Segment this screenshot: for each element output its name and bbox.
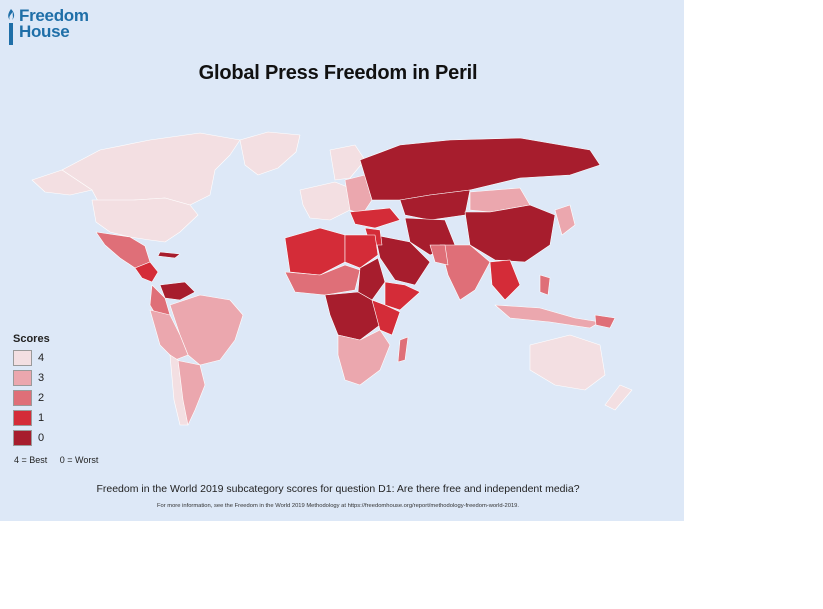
map-footnote: For more information, see the Freedom in…	[156, 503, 520, 509]
region-kazakhstan	[399, 189, 471, 221]
logo-line2: House	[19, 22, 70, 41]
region-peru-bolivia	[149, 309, 189, 361]
region-sudan	[357, 257, 386, 301]
legend-item: 1	[13, 408, 50, 428]
region-southern-africa	[337, 329, 391, 386]
legend-swatch	[13, 350, 32, 366]
freedom-house-logo[interactable]: Freedom House	[6, 6, 89, 45]
region-central-america	[134, 261, 159, 283]
legend-title: Scores	[13, 333, 50, 345]
legend-label: 3	[38, 372, 45, 384]
legend-swatch	[13, 430, 32, 446]
region-russia	[359, 137, 601, 201]
legend-swatch	[13, 390, 32, 406]
region-southeast-asia	[489, 259, 521, 301]
legend-note: 4 = Best 0 = Worst	[14, 455, 108, 465]
region-india	[439, 244, 491, 301]
region-cuba	[157, 251, 181, 259]
legend-label: 4	[38, 352, 45, 364]
legend-item: 0	[13, 428, 50, 448]
map-caption: Freedom in the World 2019 subcategory sc…	[96, 483, 580, 495]
legend-note-worst: 0 = Worst	[59, 455, 99, 465]
region-western-europe	[299, 181, 356, 221]
legend-item: 2	[13, 388, 50, 408]
world-map	[31, 131, 633, 426]
region-philippines	[539, 274, 551, 296]
region-central-africa	[324, 291, 381, 341]
map-title: Global Press Freedom in Peril	[198, 62, 478, 84]
legend-label: 1	[38, 412, 45, 424]
region-indonesia	[494, 304, 601, 329]
region-china	[464, 204, 556, 263]
legend-swatch	[13, 370, 32, 386]
region-korea-japan	[554, 204, 576, 236]
region-alaska	[31, 169, 93, 196]
region-sahel	[284, 264, 361, 296]
legend-label: 2	[38, 392, 45, 404]
region-eastern-europe	[344, 174, 373, 216]
legend-swatch	[13, 410, 32, 426]
legend-note-best: 4 = Best	[14, 455, 48, 465]
region-north-africa-west	[284, 227, 346, 276]
region-chile	[169, 354, 189, 426]
logo-line1: Freedom	[19, 6, 89, 25]
region-east-africa	[371, 299, 401, 336]
region-canada	[61, 132, 241, 206]
logo-text: Freedom House	[19, 6, 89, 41]
region-arabia	[374, 234, 431, 286]
region-scandinavia	[329, 144, 366, 181]
legend-item: 3	[13, 368, 50, 388]
region-usa	[91, 197, 199, 243]
map-legend: Scores 4 3 2 1 0	[13, 333, 50, 448]
region-egypt-libya	[344, 234, 379, 269]
region-greenland	[239, 131, 301, 176]
region-australia	[529, 334, 606, 391]
region-new-zealand	[604, 384, 633, 411]
region-png	[594, 314, 616, 329]
region-balkans-turkey	[349, 207, 401, 229]
region-pakistan	[429, 244, 449, 266]
region-venezuela	[159, 281, 196, 301]
region-madagascar	[397, 336, 409, 363]
torch-icon	[8, 9, 15, 45]
region-horn-africa	[384, 281, 421, 311]
legend-item: 4	[13, 348, 50, 368]
map-panel: Freedom House Global Press Freedom in Pe…	[0, 0, 684, 521]
legend-label: 0	[38, 432, 45, 444]
